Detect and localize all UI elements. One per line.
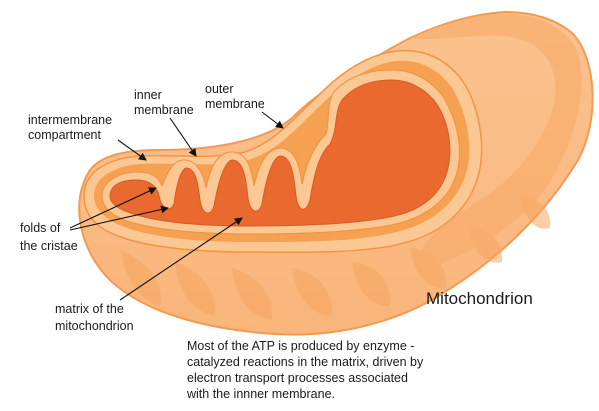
back-rim [410,14,582,272]
label-intermembrane-compartment: intermembrane compartment [28,113,116,142]
caption: Most of the ATP is produced by enzyme - … [186,339,427,401]
label-inner-membrane: inner membrane [134,88,194,117]
diagram-title: Mitochondrion [426,289,533,308]
matrix [109,79,451,227]
label-matrix: matrix of the mitochondrion [55,302,134,333]
label-pointers [69,111,284,301]
label-outer-membrane: outer membrane [205,82,265,111]
lower-shell-ridges [120,195,551,320]
label-folds-of-cristae: folds of the cristae [20,221,78,253]
